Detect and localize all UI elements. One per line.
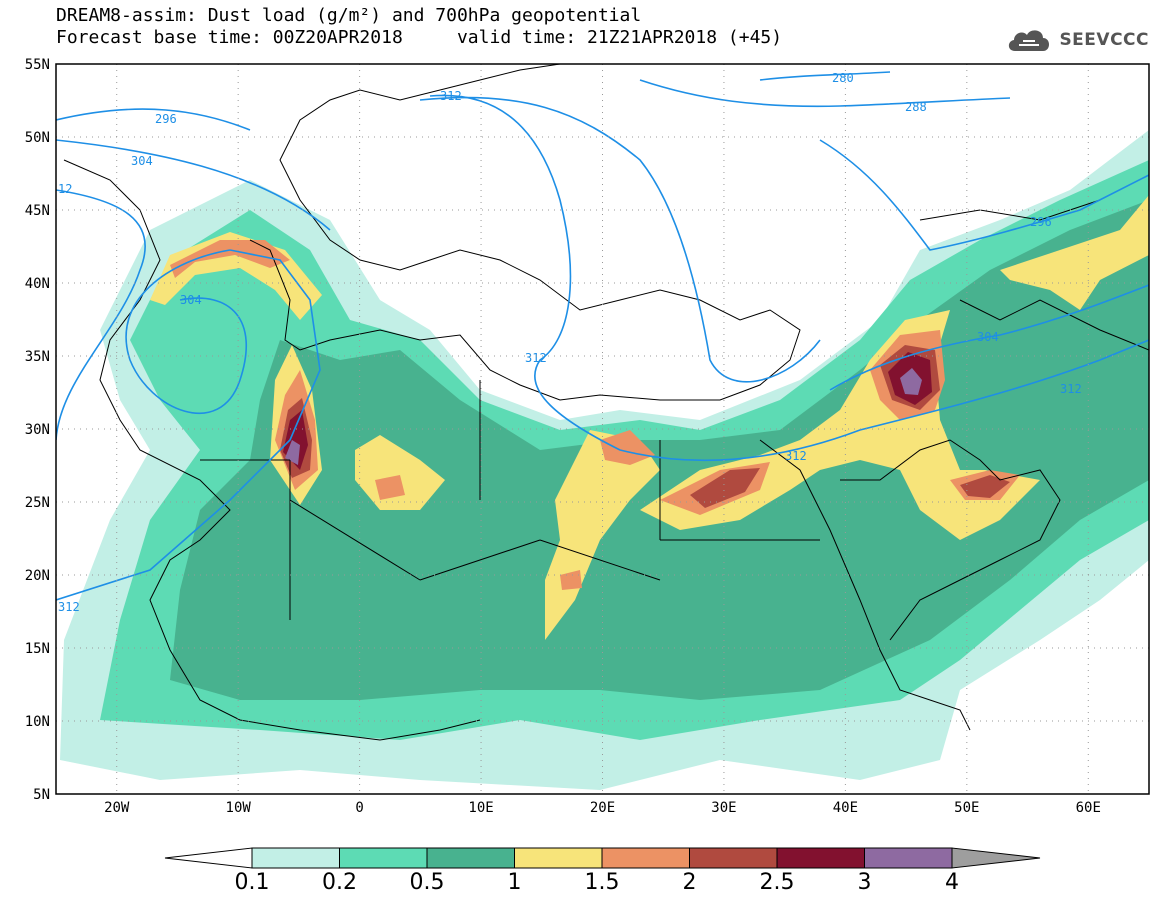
dust-field [60,130,1149,790]
lon-tick-label: 0 [355,800,363,816]
seevccc-logo: SEEVCCC [1005,22,1149,58]
colorbar-tick-label: 2.5 [759,870,795,895]
lat-tick-label: 45N [25,203,50,219]
contour-label: 312 [1060,382,1082,396]
colorbar-segment [251,847,340,869]
lon-tick-label: 40E [833,800,858,816]
lon-tick-label: 50E [954,800,979,816]
lon-tick-label: 20E [590,800,615,816]
lon-tick-label: 20W [104,800,130,816]
colorbar-tick-label: 0.2 [322,870,357,895]
colorbar [164,847,1041,869]
axis-ticks: 5N 10N 15N 20N 25N 30N 35N 40N 45N 50N 55N 20W 10W 0 1… [25,57,1101,816]
dust-level-1.5 [170,240,290,278]
map-frame [55,63,1150,795]
contour-280 [759,71,891,81]
dust-level-3 [900,368,922,395]
lon-tick-label: 30E [711,800,736,816]
dust-level-2 [960,475,1010,498]
contour-296-east [819,139,1149,251]
lat-tick-label: 20N [25,568,50,584]
contour-312-west [56,249,321,601]
geopotential-contours [56,71,1149,601]
colorbar-tick-label: 1.5 [584,870,620,895]
colorbar-tick-label: 3 [857,870,872,895]
contour-labels: 280 288 296 304 312 312 304 296 312 12 3… [58,71,1082,614]
contour-label: 304 [977,330,999,344]
lon-tick-label: 10W [226,800,252,816]
red-sea-coast [759,439,971,731]
colorbar-over-triangle [951,847,1041,869]
cloud-icon [1009,30,1050,51]
colorbar-tick-label: 0.1 [234,870,270,895]
colorbar-segment [776,847,865,869]
lat-tick-label: 40N [25,276,50,292]
dust-level-2 [690,468,760,508]
contour-288 [639,79,1011,108]
colorbar-segment [514,847,603,869]
dust-level-1 [355,435,445,510]
contour-label: 296 [155,112,177,126]
contour-label: 312 [58,600,80,614]
contour-312-far-west [56,189,146,441]
contour-296 [56,108,251,131]
contour-304-east [829,284,1149,391]
arabia-coast [840,439,1061,641]
lat-tick-label: 30N [25,422,50,438]
contour-label: 312 [525,351,547,365]
lat-tick-label: 55N [25,57,50,73]
colorbar-segment [426,847,515,869]
contour-label: 304 [180,293,202,307]
dust-level-1.5 [560,570,582,590]
contour-label: 312 [440,89,462,103]
lat-tick-label: 5N [33,787,50,803]
lat-tick-label: 10N [25,714,50,730]
dust-level-1 [1000,195,1149,310]
colorbar-tick-label: 4 [945,870,959,895]
forecast-times: Forecast base time: 00Z20APR2018 valid t… [56,27,783,48]
lon-tick-label: 10E [468,800,493,816]
contour-label: 296 [1030,215,1052,229]
lat-tick-label: 25N [25,495,50,511]
colorbar-segment [864,847,953,869]
contour-312-main [429,94,1149,462]
contour-label: 304 [131,154,153,168]
lat-tick-label: 50N [25,130,50,146]
map-title: DREAM8-assim: Dust load (g/m²) and 700hP… [56,5,642,26]
dust-level-1.5 [600,430,655,465]
lon-tick-label: 60E [1076,800,1101,816]
gridlines [56,64,1149,794]
colorbar-segment [339,847,428,869]
europe-med-coast [249,64,801,401]
colorbar-labels: 0.1 0.2 0.5 1 1.5 2 2.5 3 4 [0,870,1165,898]
colorbar-tick-label: 0.5 [409,870,445,895]
colorbar-segment [689,847,778,869]
contour-304-north [56,96,821,383]
colorbar-under-triangle [164,847,253,869]
colorbar-tick-label: 2 [682,870,697,895]
contour-304-cutoff [125,249,248,414]
colorbar-tick-label: 1 [507,870,522,895]
contour-label: 12 [58,182,72,196]
colorbar-segment [601,847,690,869]
dust-level-3 [285,440,300,465]
contour-label: 288 [905,100,927,114]
lat-tick-label: 35N [25,349,50,365]
logo-text: SEEVCCC [1059,30,1149,50]
west-africa-coast [63,159,481,741]
dust-level-1.5 [375,475,405,500]
contour-label: 312 [785,449,807,463]
lat-tick-label: 15N [25,641,50,657]
national-borders [200,380,820,620]
contour-label: 280 [832,71,854,85]
